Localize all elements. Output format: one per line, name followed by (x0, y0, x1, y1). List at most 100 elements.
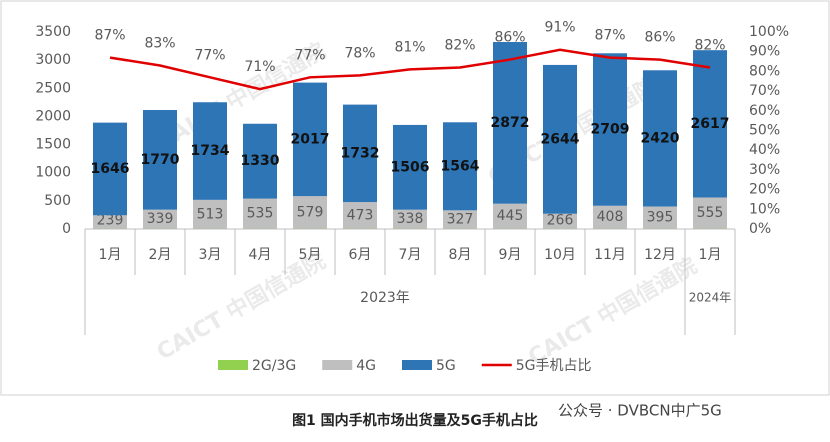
y-tick-label: 500 (44, 193, 71, 209)
value-label: 1646 (91, 161, 130, 177)
value-label: 327 (447, 212, 474, 228)
y2-tick-label: 0% (749, 221, 771, 237)
y2-tick-label: 50% (749, 123, 780, 139)
x-tick-label: 2月 (149, 247, 172, 263)
y2-tick-label: 60% (749, 103, 780, 119)
value-label: 2420 (641, 130, 680, 146)
bar-segment (193, 199, 227, 229)
bar-segment (193, 102, 227, 200)
x-tick-label: 6月 (349, 247, 372, 263)
x-tick-label: 8月 (449, 247, 472, 263)
x-tick-label: 7月 (399, 247, 422, 263)
bar-segment (693, 197, 727, 229)
y2-tick-label: 90% (749, 44, 780, 60)
value-label: 1564 (441, 158, 480, 174)
legend-label: 5G手机占比 (516, 358, 592, 374)
legend-swatch (402, 360, 432, 370)
value-label: 473 (347, 207, 374, 223)
bar-segment (143, 110, 177, 210)
legend-label: 5G (436, 358, 456, 374)
value-label: 1506 (391, 159, 430, 175)
legend-label: 2G/3G (252, 358, 296, 374)
bar-segment (293, 82, 327, 197)
line-label: 86% (494, 30, 525, 46)
bar-segment (243, 123, 277, 199)
watermark: CAICT 中国信通院 (152, 248, 330, 366)
legend-swatch (218, 360, 248, 370)
bar-segment (493, 203, 527, 229)
x-tick-label: 5月 (299, 247, 322, 263)
value-label: 2644 (541, 131, 580, 147)
x-tick-label: 9月 (499, 247, 522, 263)
y2-tick-label: 20% (749, 182, 780, 198)
bar-segment (693, 50, 727, 198)
value-label: 2709 (591, 122, 630, 138)
bar-segment (293, 196, 327, 229)
value-label: 1732 (341, 145, 380, 161)
value-label: 445 (497, 208, 524, 224)
source: 公众号 · DVBCN中广5G (558, 402, 722, 420)
x-tick-label: 4月 (249, 247, 272, 263)
x-tick-label: 1月 (699, 247, 722, 263)
watermark: CAICT 中国信通院 (524, 253, 702, 371)
value-label: 2017 (291, 131, 330, 147)
bar-segment (443, 122, 477, 211)
bar-segment (643, 206, 677, 229)
value-label: 1734 (191, 143, 230, 159)
y-tick-label: 3000 (35, 52, 71, 68)
legend-label: 4G (356, 358, 376, 374)
line-label: 81% (394, 39, 425, 55)
y2-tick-label: 70% (749, 83, 780, 99)
group-label: 2023年 (360, 290, 410, 306)
value-label: 338 (397, 211, 424, 227)
y2-tick-label: 100% (749, 24, 789, 40)
bar-segment (143, 209, 177, 229)
y2-tick-label: 10% (749, 201, 780, 217)
y-tick-label: 1500 (35, 137, 71, 153)
line-label: 77% (294, 47, 325, 63)
value-label: 1770 (141, 152, 180, 168)
y-tick-label: 2000 (35, 108, 71, 124)
frame (0, 0, 830, 396)
y-tick-label: 3500 (35, 24, 71, 40)
x-tick-label: 1月 (99, 247, 122, 263)
x-tick-label: 10月 (544, 247, 576, 263)
line-label: 87% (594, 28, 625, 44)
bar-segment (443, 210, 477, 229)
value-label: 266 (547, 213, 574, 229)
legend-swatch (322, 360, 353, 370)
bar-segment (593, 205, 627, 229)
line-label: 82% (694, 37, 725, 53)
value-label: 395 (647, 210, 674, 226)
bar-segment (543, 213, 577, 229)
value-label: 2617 (691, 116, 730, 132)
x-tick-label: 11月 (594, 247, 626, 263)
value-label: 339 (147, 211, 174, 227)
value-label: 535 (247, 206, 274, 222)
bar-segment (543, 64, 577, 214)
y-tick-label: 0 (62, 221, 71, 237)
value-label: 408 (597, 209, 624, 225)
bar-segment (493, 42, 527, 204)
chart-title: 图1 国内手机市场出货量及5G手机占比 (292, 412, 538, 429)
value-label: 239 (97, 213, 124, 229)
bar-segment (393, 209, 427, 229)
value-label: 2872 (491, 115, 530, 131)
bar-segment (93, 215, 127, 229)
bar-segment (643, 70, 677, 207)
group-label: 2024年 (689, 291, 732, 305)
y2-tick-label: 40% (749, 142, 780, 158)
bar-segment (243, 198, 277, 229)
y2-tick-label: 30% (749, 162, 780, 178)
line-label: 77% (194, 47, 225, 63)
x-tick-label: 3月 (199, 247, 222, 263)
x-tick-label: 12月 (644, 247, 676, 263)
value-label: 513 (197, 206, 224, 222)
value-label: 579 (297, 204, 324, 220)
line-label: 82% (444, 37, 475, 53)
value-label: 1330 (241, 153, 280, 169)
line-label: 83% (144, 35, 175, 51)
line-label: 86% (644, 30, 675, 46)
line-label: 91% (544, 20, 575, 36)
